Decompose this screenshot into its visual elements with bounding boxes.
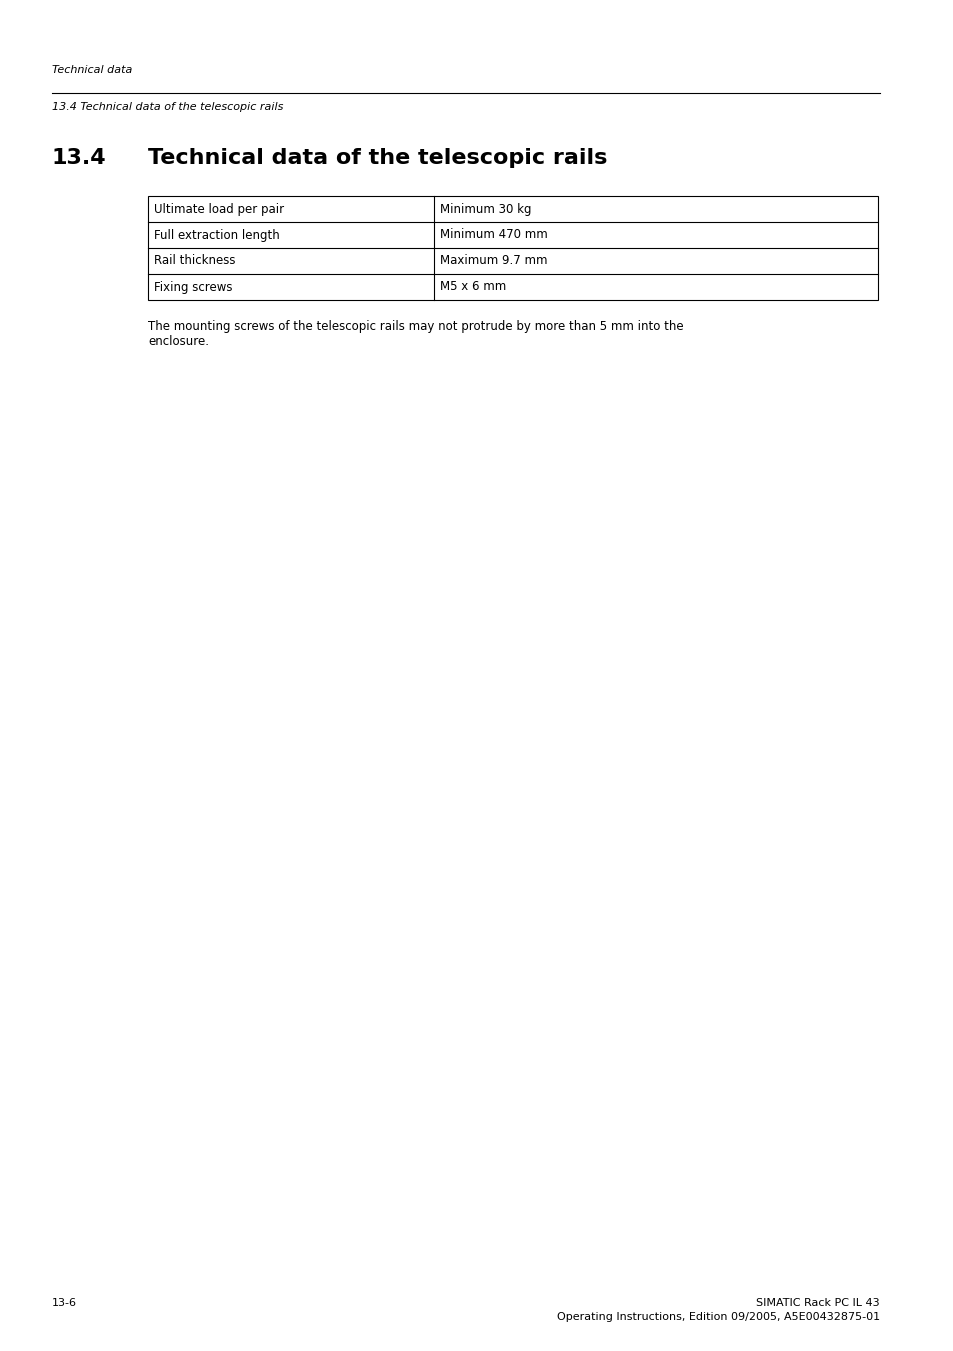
Text: Technical data of the telescopic rails: Technical data of the telescopic rails: [148, 149, 607, 168]
Text: Full extraction length: Full extraction length: [153, 228, 279, 242]
Text: Minimum 30 kg: Minimum 30 kg: [439, 203, 531, 216]
Text: Operating Instructions, Edition 09/2005, A5E00432875-01: Operating Instructions, Edition 09/2005,…: [557, 1312, 879, 1323]
Text: Ultimate load per pair: Ultimate load per pair: [153, 203, 284, 216]
Text: Rail thickness: Rail thickness: [153, 254, 235, 267]
Text: SIMATIC Rack PC IL 43: SIMATIC Rack PC IL 43: [756, 1298, 879, 1308]
Text: Maximum 9.7 mm: Maximum 9.7 mm: [439, 254, 547, 267]
Text: 13.4 Technical data of the telescopic rails: 13.4 Technical data of the telescopic ra…: [52, 101, 283, 112]
Text: 13.4: 13.4: [52, 149, 107, 168]
Text: Minimum 470 mm: Minimum 470 mm: [439, 228, 547, 242]
Text: The mounting screws of the telescopic rails may not protrude by more than 5 mm i: The mounting screws of the telescopic ra…: [148, 320, 683, 332]
Text: M5 x 6 mm: M5 x 6 mm: [439, 281, 506, 293]
Text: Technical data: Technical data: [52, 65, 132, 76]
Bar: [148, 196, 877, 300]
Text: enclosure.: enclosure.: [148, 335, 209, 349]
Text: Fixing screws: Fixing screws: [153, 281, 233, 293]
Text: 13-6: 13-6: [52, 1298, 77, 1308]
